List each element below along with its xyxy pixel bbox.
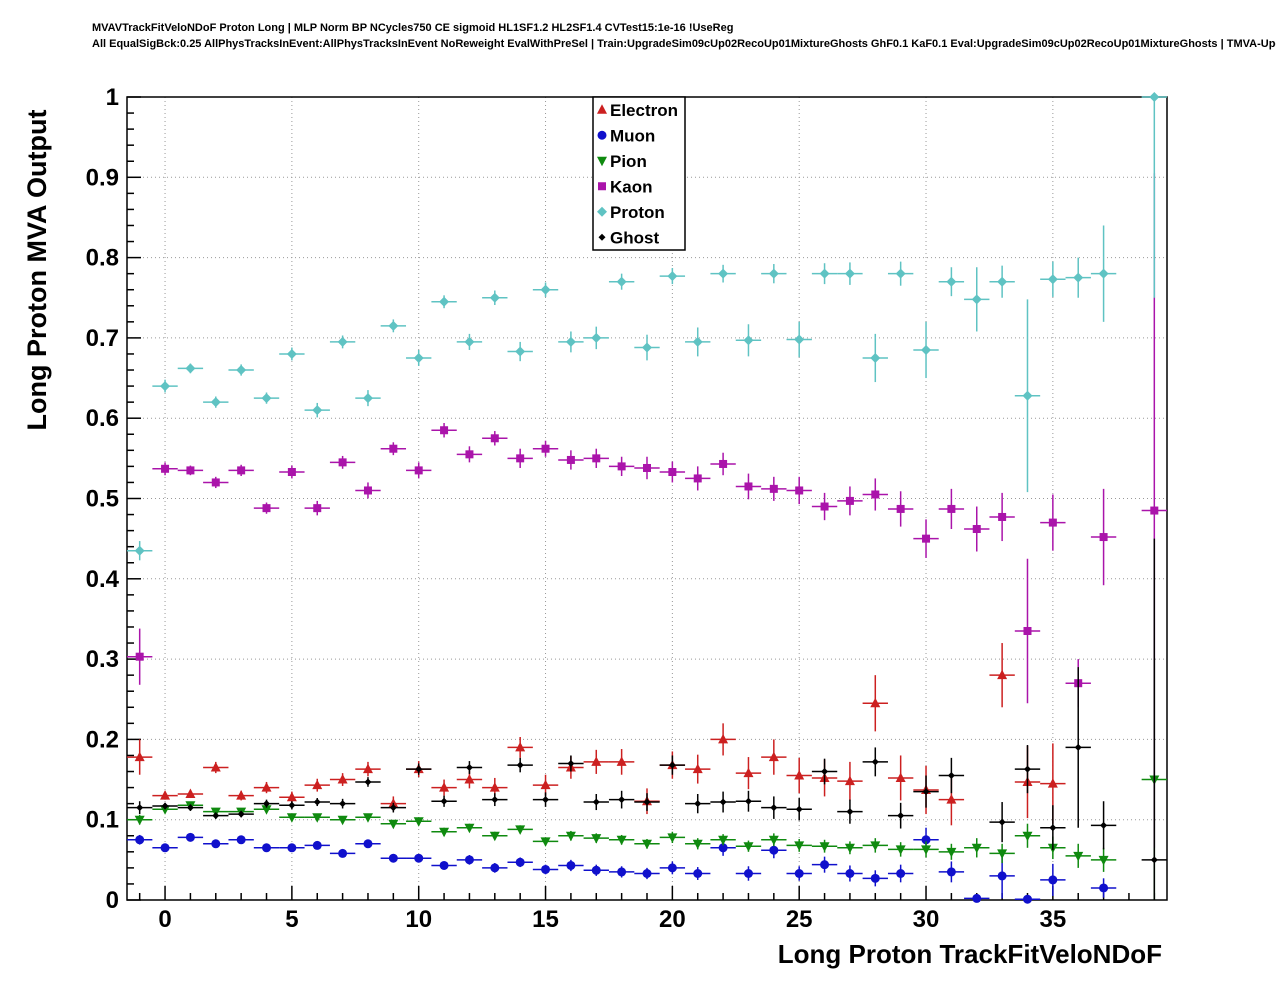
svg-text:Electron: Electron — [610, 101, 678, 120]
svg-text:Proton: Proton — [610, 203, 665, 222]
svg-text:0.6: 0.6 — [86, 405, 119, 432]
svg-text:0.8: 0.8 — [86, 245, 119, 272]
svg-text:Kaon: Kaon — [610, 177, 653, 196]
svg-text:0.1: 0.1 — [86, 807, 119, 834]
plot-title-line1: MVAVTrackFitVeloNDoF Proton Long | MLP N… — [92, 22, 734, 34]
svg-text:1: 1 — [106, 84, 119, 111]
svg-text:0.2: 0.2 — [86, 726, 119, 753]
svg-text:30: 30 — [913, 906, 940, 933]
svg-text:5: 5 — [285, 906, 298, 933]
plot-title-line2: All EqualSigBck:0.25 AllPhysTracksInEven… — [92, 38, 1276, 50]
svg-text:0.7: 0.7 — [86, 325, 119, 352]
svg-text:Muon: Muon — [610, 126, 655, 145]
svg-text:0: 0 — [106, 887, 119, 914]
svg-text:0: 0 — [158, 906, 171, 933]
svg-text:25: 25 — [786, 906, 813, 933]
svg-text:0.3: 0.3 — [86, 646, 119, 673]
svg-text:35: 35 — [1040, 906, 1067, 933]
svg-text:Ghost: Ghost — [610, 228, 659, 247]
svg-text:20: 20 — [659, 906, 686, 933]
svg-text:0.5: 0.5 — [86, 486, 119, 513]
svg-text:Long Proton MVA Output: Long Proton MVA Output — [22, 110, 52, 431]
svg-text:Long Proton TrackFitVeloNDoF: Long Proton TrackFitVeloNDoF — [778, 939, 1162, 969]
svg-text:0.9: 0.9 — [86, 164, 119, 191]
svg-text:Pion: Pion — [610, 152, 647, 171]
svg-text:15: 15 — [532, 906, 559, 933]
svg-text:0.4: 0.4 — [86, 566, 120, 593]
svg-text:10: 10 — [405, 906, 432, 933]
